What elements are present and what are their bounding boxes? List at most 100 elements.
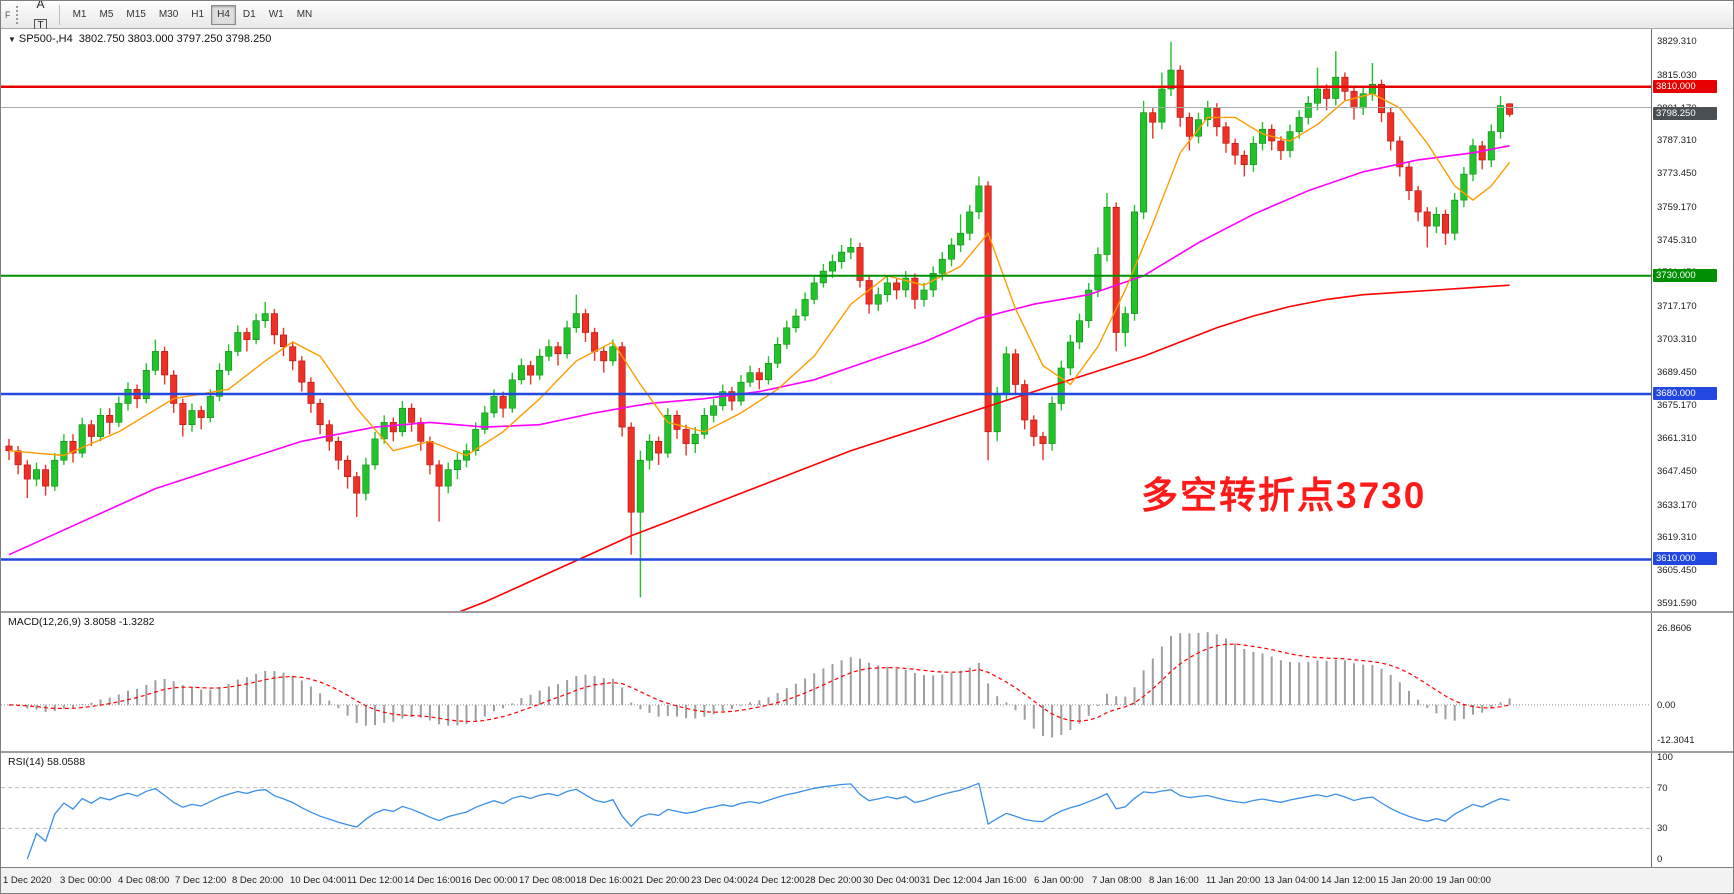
time-axis-label: 10 Dec 04:00 xyxy=(290,875,347,886)
price-tick-label: 3815.030 xyxy=(1657,70,1697,81)
macd-tick-label: -12.3041 xyxy=(1657,735,1695,746)
hline-price-badge[interactable]: 3610.000 xyxy=(1653,552,1717,565)
price-axis[interactable]: 3829.3103815.0303801.1703787.3103773.450… xyxy=(1651,29,1733,611)
timeframe-H4[interactable]: H4 xyxy=(211,4,236,25)
macd-signal-line xyxy=(8,643,1510,723)
timeframe-M30[interactable]: M30 xyxy=(153,5,184,25)
time-axis-label: 4 Jan 16:00 xyxy=(977,875,1027,886)
hline-price-badge[interactable]: 3680.000 xyxy=(1653,387,1717,400)
macd-panel[interactable]: MACD(12,26,9) 3.8058 -1.3282 26.8606 0.00… xyxy=(1,613,1733,751)
price-tick-label: 3759.170 xyxy=(1657,202,1697,213)
panel-divider-rsi[interactable] xyxy=(1,751,1733,753)
macd-header: MACD(12,26,9) 3.8058 -1.3282 xyxy=(8,616,155,628)
time-axis-label: 21 Dec 20:00 xyxy=(633,875,690,886)
main-chart-panel[interactable]: ▼ SP500-,H4 3802.750 3803.000 3797.250 379… xyxy=(1,29,1733,611)
rsi-chart[interactable] xyxy=(1,753,1651,867)
time-axis-label: 24 Dec 12:00 xyxy=(748,875,805,886)
time-axis-label: 15 Jan 20:00 xyxy=(1378,875,1433,886)
time-axis-label: 17 Dec 08:00 xyxy=(519,875,576,886)
price-tick-label: 3829.310 xyxy=(1657,36,1697,47)
timeframe-W1[interactable]: W1 xyxy=(263,5,290,25)
time-axis-label: 1 Dec 2020 xyxy=(3,875,52,886)
price-chart[interactable] xyxy=(1,29,1651,611)
price-tick-label: 3703.310 xyxy=(1657,334,1697,345)
macd-tick-label: 0.00 xyxy=(1657,700,1676,711)
ma-slow-line xyxy=(459,284,1510,611)
time-axis-label: 18 Dec 16:00 xyxy=(576,875,633,886)
time-axis-label: 11 Dec 12:00 xyxy=(347,875,403,886)
price-tick-label: 3689.450 xyxy=(1657,367,1697,378)
time-axis-label: 7 Dec 12:00 xyxy=(175,875,227,886)
rsi-axis[interactable]: 100 70 30 0 xyxy=(1651,752,1733,867)
symbol-period-label: SP500-,H4 xyxy=(18,33,73,45)
chart-annotation-text[interactable]: 多空转折点3730 xyxy=(1141,475,1427,516)
timeframe-M5[interactable]: M5 xyxy=(93,5,119,25)
rsi-tick-label: 70 xyxy=(1657,783,1668,794)
timeframe-M1[interactable]: M1 xyxy=(67,5,93,25)
macd-axis[interactable]: 26.8606 0.00 -12.3041 xyxy=(1651,613,1733,751)
rsi-header: RSI(14) 58.0588 xyxy=(8,756,85,768)
rsi-tick-label: 100 xyxy=(1657,752,1673,763)
price-tick-label: 3675.170 xyxy=(1657,400,1697,411)
arrow-tool[interactable]: A xyxy=(30,1,52,15)
price-tick-label: 3773.450 xyxy=(1657,168,1697,179)
toolbar-separator xyxy=(58,4,60,25)
panel-divider-macd[interactable] xyxy=(1,611,1733,613)
time-axis-label: 14 Jan 12:00 xyxy=(1321,875,1376,886)
rsi-tick-label: 30 xyxy=(1657,823,1668,834)
chart-header: ▼ SP500-,H4 3802.750 3803.000 3797.250 379… xyxy=(8,33,271,45)
macd-chart[interactable] xyxy=(1,613,1651,751)
price-tick-label: 3661.310 xyxy=(1657,433,1697,444)
time-axis[interactable]: 1 Dec 2020 3 Dec 00:00 4 Dec 08:00 7 Dec 12… xyxy=(1,867,1733,893)
time-axis-label: 31 Dec 12:00 xyxy=(920,875,977,886)
timeframe-MN[interactable]: MN xyxy=(291,5,319,25)
toolbar-grip[interactable] xyxy=(15,5,23,24)
hline-price-badge[interactable]: 3730.000 xyxy=(1653,269,1717,282)
quote-ohlc: 3802.750 3803.000 3797.250 3798.250 xyxy=(78,33,272,45)
ma-mid-line xyxy=(8,145,1510,556)
time-axis-label: 3 Dec 00:00 xyxy=(60,875,112,886)
rsi-line xyxy=(26,782,1510,860)
collapse-triangle-icon[interactable]: ▼ xyxy=(8,35,16,44)
candles-series xyxy=(5,41,1514,598)
macd-values: 3.8058 -1.3282 xyxy=(83,616,155,628)
macd-label: MACD(12,26,9) xyxy=(8,616,81,628)
toolbar-edge-label: F xyxy=(5,9,11,20)
rsi-panel[interactable]: RSI(14) 58.0588 100 70 30 0 xyxy=(1,752,1733,867)
time-axis-label: 28 Dec 20:00 xyxy=(805,875,862,886)
time-axis-label: 30 Dec 04:00 xyxy=(863,875,920,886)
macd-tick-label: 26.8606 xyxy=(1657,623,1692,634)
time-axis-label: 23 Dec 04:00 xyxy=(691,875,748,886)
rsi-value: 58.0588 xyxy=(47,756,86,768)
rsi-tick-label: 0 xyxy=(1657,854,1663,865)
ma-fast-line xyxy=(8,92,1511,457)
price-tick-label: 3787.310 xyxy=(1657,135,1697,146)
price-tick-label: 3745.310 xyxy=(1657,235,1697,246)
last-price-badge: 3798.250 xyxy=(1653,107,1717,120)
price-tick-label: 3605.450 xyxy=(1657,565,1697,576)
price-tick-label: 3717.170 xyxy=(1657,301,1697,312)
time-axis-label: 4 Dec 08:00 xyxy=(118,875,170,886)
time-axis-label: 19 Jan 00:00 xyxy=(1436,875,1491,886)
time-axis-label: 11 Jan 20:00 xyxy=(1206,875,1261,886)
price-tick-label: 3591.590 xyxy=(1657,598,1697,609)
timeframe-toolbar: M1 M5 M15 M30 H1 H4 D1 W1 MN xyxy=(67,4,319,25)
time-axis-label: 14 Dec 16:00 xyxy=(404,875,461,886)
timeframe-D1[interactable]: D1 xyxy=(237,5,262,25)
time-axis-label: 7 Jan 08:00 xyxy=(1092,875,1142,886)
macd-histogram xyxy=(8,632,1511,738)
price-tick-label: 3633.170 xyxy=(1657,500,1697,511)
timeframe-H1[interactable]: H1 xyxy=(185,5,210,25)
timeframe-M15[interactable]: M15 xyxy=(120,5,151,25)
rsi-label: RSI(14) xyxy=(8,756,45,768)
hline-price-badge[interactable]: 3810.000 xyxy=(1653,80,1717,93)
time-axis-label: 8 Jan 16:00 xyxy=(1149,875,1199,886)
price-tick-label: 3619.310 xyxy=(1657,532,1697,543)
time-axis-label: 8 Dec 20:00 xyxy=(232,875,284,886)
time-axis-label: 13 Jan 04:00 xyxy=(1264,875,1319,886)
time-axis-label: 6 Jan 00:00 xyxy=(1034,875,1084,886)
time-axis-label: 16 Dec 00:00 xyxy=(461,875,518,886)
price-tick-label: 3647.450 xyxy=(1657,466,1697,477)
